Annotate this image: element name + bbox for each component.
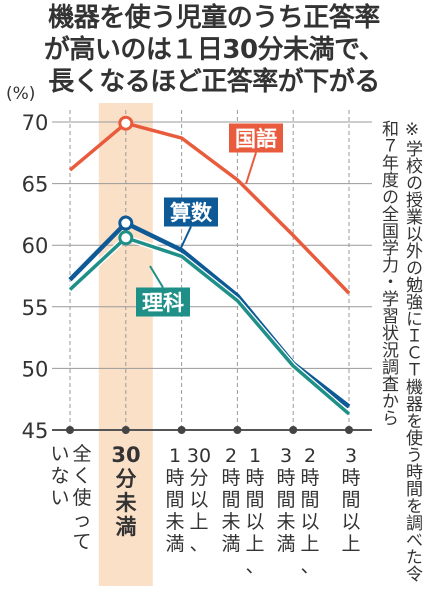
y-tick-label-60: 60: [22, 234, 49, 258]
y-tick-label-45: 45: [22, 419, 49, 443]
x-tick-label-col-5-char-4: 満: [221, 533, 240, 555]
y-tick-label-70: 70: [22, 111, 49, 135]
x-tick-label-col-2-char-2: 未: [116, 491, 137, 515]
x-tick-label-col-6-char-5: 、: [245, 555, 264, 577]
series-label-kokugo: 国語: [235, 127, 277, 151]
x-tick-label-col-8-char-2: 間: [300, 489, 319, 511]
x-tick-label-col-6-char-3: 以: [245, 511, 264, 533]
x-tick-label-col-0-char-1: く: [72, 465, 91, 487]
series-line-rika: [68, 236, 351, 416]
x-tick-label-col-4-char-3: 上: [189, 511, 208, 533]
x-tick-label-col-9-char-2: 間: [341, 489, 360, 511]
x-tick-label-col-0-char-2: 使: [72, 487, 91, 509]
source-note: ※学校の授業以外の勉強にＩＣＴ機器を使う時間を調べた令和７年度の全国学力・学習状…: [378, 120, 422, 582]
x-tick-label-col-4-char-1: 分: [189, 467, 208, 489]
x-tick-label-col-4-char-0: 30: [187, 445, 211, 467]
x-tick-label-col-5-char-3: 未: [221, 511, 240, 533]
x-tick-label-col-5-char-1: 時: [221, 467, 240, 489]
x-tick-label-col-8-char-3: 以: [300, 511, 319, 533]
point-kokugo-1: [118, 115, 134, 131]
x-tick-label-col-0-char-3: っ: [72, 509, 91, 531]
point-sansu-1: [118, 215, 134, 231]
x-axis-dot-1: [121, 426, 130, 434]
x-tick-label-col-3-char-2: 間: [165, 489, 184, 511]
series-label-leader-sansu: [179, 226, 192, 251]
x-tick-label-col-1-char-2: い: [50, 487, 69, 509]
x-tick-label-col-9-char-3: 以: [341, 511, 360, 533]
x-tick-label-col-2-char-0: 30: [111, 443, 140, 467]
x-tick-label-col-7-char-4: 満: [276, 533, 295, 555]
x-tick-label-col-0-char-0: 全: [72, 443, 91, 465]
x-tick-label-col-7-char-1: 時: [276, 467, 295, 489]
chart-title-line-2: が高いのは１日30分未満で、: [43, 35, 385, 65]
x-tick-label-col-9-char-0: 3: [345, 445, 357, 467]
x-axis-dot-4: [289, 426, 298, 434]
y-tick-label-50: 50: [22, 357, 49, 381]
y-axis-unit: (%): [6, 84, 35, 104]
x-axis-dot-0: [66, 426, 74, 434]
x-tick-label-col-3-char-4: 満: [165, 533, 184, 555]
x-tick-label-col-4-char-2: 以: [189, 489, 208, 511]
chart-title-line-1: 機器を使う児童のうち正答率: [48, 3, 380, 33]
x-tick-label-col-6-char-4: 上: [245, 533, 264, 555]
series-label-leader-rika: [149, 265, 164, 289]
series-label-box-rika: [136, 287, 190, 317]
x-tick-label-col-4-char-4: 、: [189, 533, 208, 555]
x-tick-label-col-3-char-3: 未: [165, 511, 184, 533]
x-tick-label-col-3-char-1: 時: [165, 467, 184, 489]
x-tick-label-col-3-char-0: 1: [169, 445, 181, 467]
series-label-rika: 理科: [142, 291, 184, 315]
x-tick-label-col-2-char-1: 分: [116, 467, 137, 491]
point-rika-1: [118, 230, 134, 246]
x-tick-label-col-8-char-5: 、: [300, 555, 319, 577]
y-tick-label-55: 55: [22, 296, 49, 320]
x-tick-label-col-8-char-1: 時: [300, 467, 319, 489]
x-tick-label-col-6-char-2: 間: [245, 489, 264, 511]
x-tick-label-col-5-char-0: 2: [225, 445, 237, 467]
series-label-box-sansu: [164, 197, 218, 227]
x-tick-label-col-1-char-0: い: [50, 443, 69, 465]
x-tick-label-col-5-char-2: 間: [221, 489, 240, 511]
x-axis-dot-3: [233, 426, 242, 434]
series-line-kokugo: [68, 121, 351, 295]
x-tick-label-col-9-char-1: 時: [341, 467, 360, 489]
chart-title-line-3: 長くなるほど正答率が下がる: [48, 67, 380, 97]
x-tick-label-col-6-char-0: 1: [249, 445, 261, 467]
x-tick-label-col-1-char-1: な: [50, 465, 69, 487]
x-tick-label-col-7-char-3: 未: [276, 511, 295, 533]
series-label-sansu: 算数: [170, 201, 213, 225]
x-tick-label-col-6-char-1: 時: [245, 467, 264, 489]
x-axis-dot-5: [345, 426, 353, 434]
x-tick-label-col-0-char-4: て: [72, 531, 91, 553]
y-tick-label-65: 65: [22, 173, 49, 197]
series-label-box-kokugo: [229, 123, 283, 153]
x-axis-dot-2: [177, 426, 186, 434]
x-tick-label-col-7-char-2: 間: [276, 489, 295, 511]
x-tick-label-col-2-char-3: 満: [116, 515, 137, 539]
x-tick-label-col-8-char-0: 2: [304, 445, 316, 467]
x-tick-label-col-8-char-4: 上: [300, 533, 319, 555]
series-label-leader-kokugo: [245, 152, 257, 185]
x-tick-label-col-9-char-4: 上: [341, 533, 360, 555]
x-tick-label-col-7-char-0: 3: [280, 445, 292, 467]
